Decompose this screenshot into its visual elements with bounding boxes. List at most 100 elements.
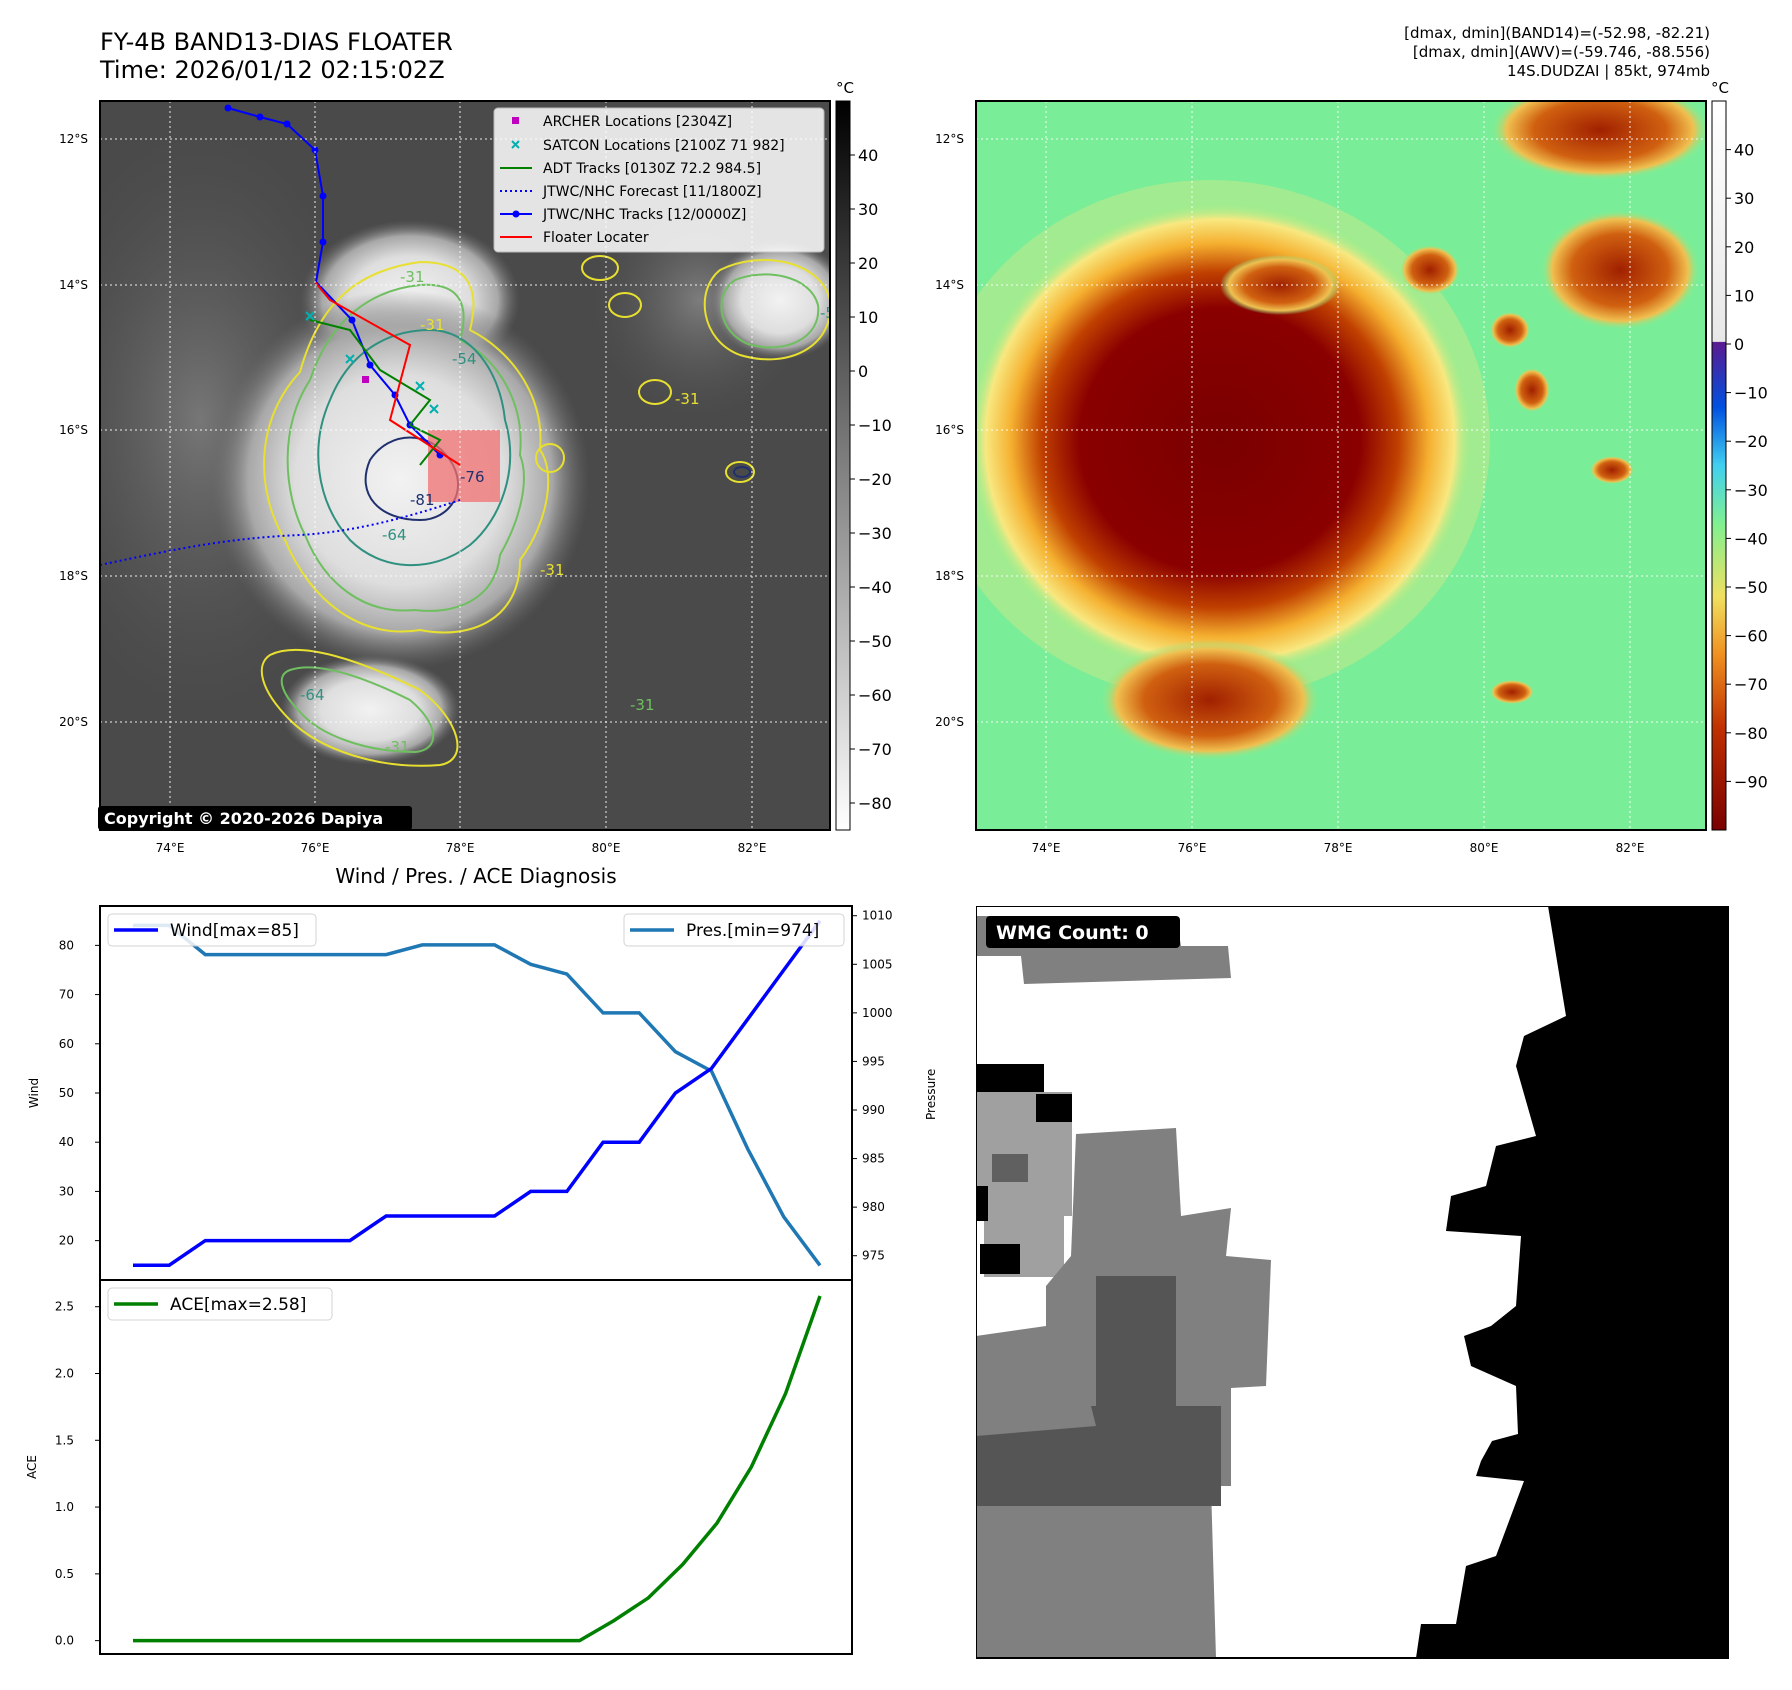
- pressure-tick-label: 975: [862, 1249, 885, 1263]
- colorbar-tick-label: −60: [1734, 627, 1768, 646]
- contour-label: -31: [675, 390, 700, 408]
- wmg-count-badge: WMG Count: 0: [996, 922, 1149, 944]
- colorbar-tick-label: 10: [1734, 286, 1754, 305]
- lon-label: 76°E: [1178, 841, 1207, 855]
- colorbar-tick-label: 30: [1734, 189, 1754, 208]
- colorbar-tick-label: −40: [858, 578, 892, 597]
- wmg-panel: WMG Count: 0: [976, 906, 1729, 1659]
- wind-tick-label: 50: [59, 1086, 74, 1100]
- contour-label: -31: [420, 316, 445, 334]
- ir-colorbar: [835, 100, 851, 831]
- colorbar-tick-label: −60: [858, 686, 892, 705]
- colorbar-tick-label: −90: [1734, 772, 1768, 791]
- ace-tick-label: 2.0: [55, 1367, 74, 1381]
- colorbar-tick-label: 10: [858, 308, 878, 327]
- diagnosis-panel: 80 70 60 50 40 30 20 1010 1005 1000 995 990 985 980 9…: [25, 905, 893, 1655]
- colorbar-tick-label: −20: [858, 470, 892, 489]
- ace-series-line: [133, 1295, 822, 1643]
- ir-colorbar-ticks: 40 30 20 10 0 −10 −20 −30 −40 −50 −60 −70 −80: [850, 146, 892, 813]
- lon-label: 78°E: [1324, 841, 1353, 855]
- lat-label: 12°S: [59, 132, 88, 146]
- colorbar-tick-label: −10: [1734, 384, 1768, 403]
- contour-label: -64: [382, 526, 407, 544]
- ace-tick-label: 1.0: [55, 1500, 74, 1514]
- pressure-tick-label: 980: [862, 1200, 885, 1214]
- lat-label: 16°S: [935, 423, 964, 437]
- info-line2: [dmax, dmin](AWV)=(-59.746, -88.556): [1412, 43, 1710, 61]
- lon-label: 74°E: [1032, 841, 1061, 855]
- pressure-axis-title: Pressure: [924, 1068, 938, 1120]
- lat-label: 12°S: [935, 132, 964, 146]
- ir-panel: -31 -54 -64 -31 -31 -31 -31 -64 -54 -31 …: [59, 79, 892, 855]
- wind-legend: Wind[max=85]: [107, 913, 317, 947]
- wind-tick-label: 30: [59, 1184, 74, 1198]
- colorbar-tick-label: −20: [1734, 432, 1768, 451]
- ir-legend: ARCHER Locations [2304Z] SATCON Location…: [493, 107, 825, 253]
- wind-series-line: [133, 919, 822, 1267]
- ace-legend-label: ACE[max=2.58]: [170, 1295, 306, 1315]
- pressure-legend-label: Pres.[min=974]: [686, 921, 819, 941]
- wv-colorbar-unit: °C: [1711, 79, 1729, 97]
- legend-label: SATCON Locations [2100Z 71 982]: [543, 138, 785, 154]
- lon-label: 74°E: [156, 841, 185, 855]
- colorbar-tick-label: −70: [1734, 675, 1768, 694]
- pressure-legend: Pres.[min=974]: [623, 913, 845, 947]
- colorbar-tick-label: 0: [1734, 335, 1744, 354]
- colorbar-tick-label: 20: [858, 254, 878, 273]
- pressure-tick-label: 995: [862, 1054, 885, 1068]
- contour-label: -64: [300, 686, 325, 704]
- colorbar-tick-label: 40: [1734, 141, 1754, 160]
- colorbar-tick-label: −30: [858, 524, 892, 543]
- lon-label: 82°E: [738, 841, 767, 855]
- ir-colorbar-unit: °C: [836, 79, 854, 97]
- contour-label: -31: [630, 696, 655, 714]
- lon-label: 76°E: [301, 841, 330, 855]
- contour-label: -54: [452, 350, 477, 368]
- wv-colorbar-ticks: 40 30 20 10 0 −10 −20 −30 −40 −50 −60 −70 −80 −90: [1726, 141, 1768, 791]
- archer-marker-icon: [512, 117, 519, 124]
- lat-label: 16°S: [59, 423, 88, 437]
- lon-label: 82°E: [1616, 841, 1645, 855]
- lat-label: 14°S: [59, 278, 88, 292]
- lon-label: 78°E: [446, 841, 475, 855]
- contour-label: -76: [460, 468, 485, 486]
- pressure-tick-label: 1000: [862, 1006, 893, 1020]
- colorbar-tick-label: 0: [858, 362, 868, 381]
- figure-title-line2: Time: 2026/01/12 02:15:02Z: [100, 56, 445, 84]
- wv-colorbar: [1711, 100, 1727, 831]
- ace-tick-label: 2.5: [55, 1300, 74, 1314]
- colorbar-tick-label: −50: [858, 632, 892, 651]
- legend-label: Floater Locater: [543, 230, 649, 246]
- figure-title-line1: FY-4B BAND13-DIAS FLOATER: [100, 28, 453, 56]
- wind-tick-label: 20: [59, 1234, 74, 1248]
- legend-label: JTWC/NHC Forecast [11/1800Z]: [542, 184, 762, 200]
- colorbar-tick-label: −80: [1734, 724, 1768, 743]
- pressure-tick-label: 985: [862, 1152, 885, 1166]
- lat-label: 20°S: [59, 715, 88, 729]
- lat-label: 14°S: [935, 278, 964, 292]
- ace-tick-label: 0.0: [55, 1634, 74, 1648]
- wind-tick-label: 60: [59, 1037, 74, 1051]
- pressure-tick-label: 1010: [862, 909, 893, 923]
- colorbar-tick-label: −40: [1734, 529, 1768, 548]
- info-line3: 14S.DUDZAI | 85kt, 974mb: [1507, 62, 1710, 80]
- contour-label: -31: [385, 738, 410, 756]
- colorbar-tick-label: 40: [858, 146, 878, 165]
- colorbar-tick-label: −50: [1734, 578, 1768, 597]
- pressure-tick-label: 990: [862, 1103, 885, 1117]
- lat-label: 18°S: [59, 569, 88, 583]
- wind-legend-label: Wind[max=85]: [170, 921, 299, 941]
- wind-tick-label: 70: [59, 988, 74, 1002]
- wind-tick-label: 40: [59, 1135, 74, 1149]
- colorbar-tick-label: −10: [858, 416, 892, 435]
- pressure-series-line: [133, 923, 822, 1267]
- legend-label: ADT Tracks [0130Z 72.2 984.5]: [543, 161, 761, 177]
- ace-tick-label: 0.5: [55, 1567, 74, 1581]
- ace-legend: ACE[max=2.58]: [107, 1287, 333, 1321]
- ir-contour-labels: -31 -54 -64 -31 -31 -31 -31 -64 -54 -31 …: [300, 268, 830, 756]
- colorbar-tick-label: 20: [1734, 238, 1754, 257]
- colorbar-tick-label: −80: [858, 794, 892, 813]
- ace-tick-label: 1.5: [55, 1433, 74, 1447]
- lon-label: 80°E: [592, 841, 621, 855]
- ace-axis-label: ACE: [25, 1455, 39, 1479]
